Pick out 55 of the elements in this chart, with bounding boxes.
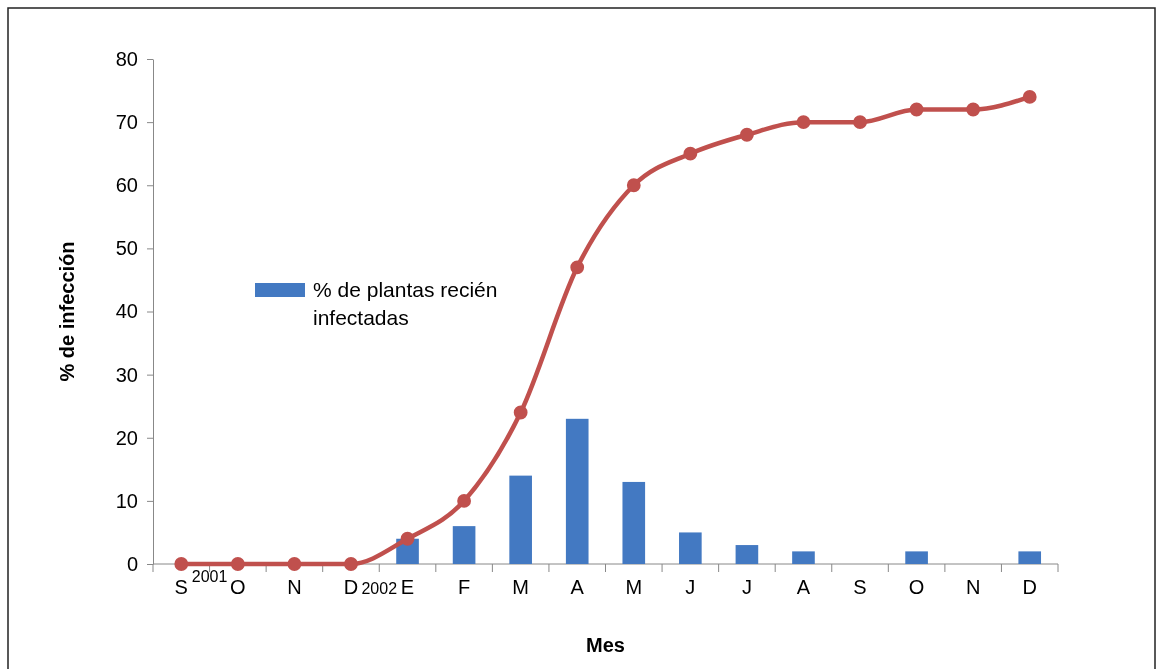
point <box>1022 89 1037 104</box>
point <box>683 146 698 161</box>
y-tick-label: 30 <box>115 363 138 386</box>
point <box>230 557 245 571</box>
point <box>570 260 585 275</box>
x-tick-label: A <box>796 576 811 598</box>
x-axis-title: Mes <box>586 634 625 656</box>
y-tick-label: 10 <box>115 489 138 512</box>
point <box>400 531 415 546</box>
bar <box>792 551 815 564</box>
bar <box>565 418 589 564</box>
point <box>740 127 754 142</box>
point <box>909 102 924 117</box>
bar <box>622 481 646 564</box>
x-tick-label: F <box>457 576 471 598</box>
x-tick-label: N <box>287 576 302 598</box>
x-tick-label: D <box>1022 576 1037 598</box>
bar <box>509 475 532 564</box>
bar <box>679 532 702 564</box>
x-tick-label: O <box>230 576 246 598</box>
y-tick-label: 50 <box>115 237 138 260</box>
x-tick-label: M <box>512 576 529 598</box>
point <box>626 178 641 193</box>
y-tick-label: 60 <box>115 174 138 197</box>
y-tick-label: 0 <box>126 552 138 575</box>
bar <box>735 545 759 564</box>
x-tick-label: A <box>570 576 585 598</box>
x-tick-label: N <box>965 576 981 598</box>
y-tick-label: 80 <box>115 47 138 70</box>
point <box>796 115 811 130</box>
point <box>853 115 867 130</box>
y-tick-label: 20 <box>115 426 138 449</box>
bar <box>452 526 476 564</box>
y-axis-title: % de infección <box>56 241 78 382</box>
bar <box>1018 551 1042 564</box>
legend-label: % de plantas recién infectadas <box>313 278 498 329</box>
text: 2001 <box>191 568 228 585</box>
y-tick-label: 70 <box>115 111 138 134</box>
x-tick-label: S <box>174 576 188 598</box>
point <box>513 405 528 420</box>
point <box>457 493 471 508</box>
x-tick-label: S <box>853 576 867 598</box>
point <box>287 557 302 571</box>
x-tick-label: O <box>908 576 925 598</box>
bar <box>905 551 928 564</box>
point <box>174 557 189 571</box>
point <box>344 557 358 571</box>
x-tick-label: D <box>343 576 359 598</box>
y-tick-label: 40 <box>115 300 138 323</box>
point <box>966 102 981 117</box>
x-tick-label: J <box>741 576 752 598</box>
x-tick-label: E <box>400 576 415 598</box>
x-tick-label: M <box>625 576 643 598</box>
text: 2002 <box>361 580 398 597</box>
x-tick-label: J <box>685 576 696 598</box>
